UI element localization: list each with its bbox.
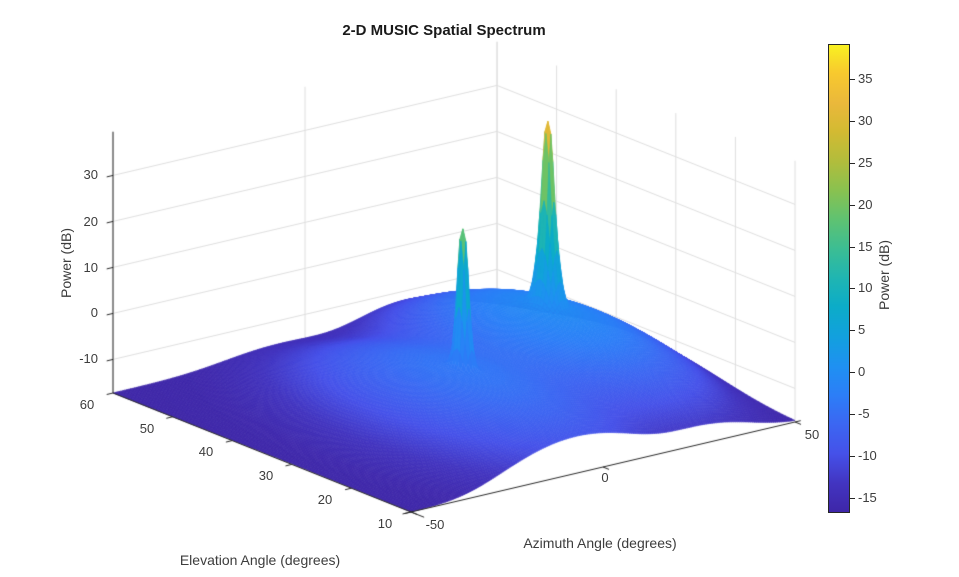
colorbar-tick bbox=[850, 79, 855, 80]
colorbar-tick-label: 30 bbox=[858, 113, 873, 128]
colorbar-tick bbox=[850, 330, 855, 331]
colorbar-tick-label: 35 bbox=[858, 71, 873, 86]
x-axis-label: Azimuth Angle (degrees) bbox=[523, 535, 677, 551]
colorbar-tick-label: 0 bbox=[858, 364, 866, 379]
colorbar-tick-label: 5 bbox=[858, 322, 866, 337]
y-tick-label: 40 bbox=[198, 444, 214, 459]
z-tick-label: 30 bbox=[83, 167, 98, 182]
y-tick-label: 30 bbox=[258, 468, 274, 483]
colorbar-tick-label: -15 bbox=[858, 490, 877, 505]
colorbar-tick-label: 20 bbox=[858, 197, 873, 212]
colorbar-tick-label: 10 bbox=[858, 280, 873, 295]
colorbar-tick-label: -10 bbox=[858, 448, 877, 463]
colorbar bbox=[828, 44, 850, 513]
x-tick-label: 0 bbox=[601, 470, 609, 485]
colorbar-tick-label: -5 bbox=[858, 406, 870, 421]
y-tick-label: 50 bbox=[139, 421, 155, 436]
y-axis-label: Elevation Angle (degrees) bbox=[179, 552, 341, 568]
colorbar-tick bbox=[850, 498, 855, 499]
colorbar-tick bbox=[850, 414, 855, 415]
colorbar-tick bbox=[850, 121, 855, 122]
x-tick-label: 50 bbox=[804, 427, 820, 442]
colorbar-label: Power (dB) bbox=[876, 239, 892, 311]
z-tick-label: -10 bbox=[79, 351, 98, 366]
x-tick-label: -50 bbox=[425, 517, 445, 532]
y-tick-label: 10 bbox=[377, 516, 393, 531]
z-tick-label: 10 bbox=[83, 260, 98, 275]
colorbar-tick bbox=[850, 288, 855, 289]
y-tick-label: 20 bbox=[317, 492, 333, 507]
colorbar-gradient bbox=[829, 45, 849, 512]
colorbar-tick bbox=[850, 163, 855, 164]
colorbar-tick bbox=[850, 247, 855, 248]
colorbar-tick-label: 25 bbox=[858, 155, 873, 170]
chart-title: 2-D MUSIC Spatial Spectrum bbox=[342, 22, 546, 39]
colorbar-tick-label: 15 bbox=[858, 239, 873, 254]
z-tick-label: 0 bbox=[90, 305, 98, 320]
y-tick-label: 60 bbox=[79, 397, 95, 412]
colorbar-tick bbox=[850, 456, 855, 457]
colorbar-tick bbox=[850, 205, 855, 206]
colorbar-tick bbox=[850, 372, 855, 373]
z-tick-label: 20 bbox=[83, 214, 98, 229]
